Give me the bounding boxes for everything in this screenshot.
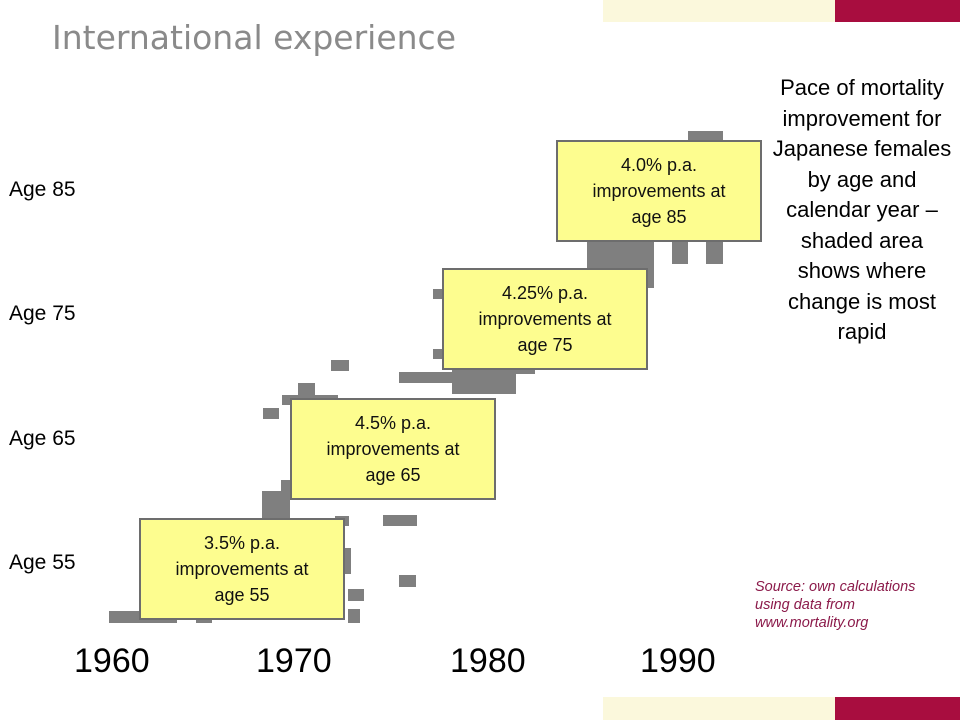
age-label-85: Age 85 xyxy=(9,178,76,201)
age-label-65: Age 65 xyxy=(9,427,76,450)
callout-rate: 4.0% p.a. xyxy=(620,155,698,175)
callout-text: improvements at xyxy=(478,309,612,329)
source-note: Source: own calculations using data from… xyxy=(755,579,916,631)
age-label-75: Age 75 xyxy=(9,302,76,325)
callout-age: age 85 xyxy=(631,207,687,227)
callout-age-75: 4.25% p.a. improvements at age 75 xyxy=(442,268,648,370)
callout-rate: 4.25% p.a. xyxy=(501,283,589,303)
callout-age-55: 3.5% p.a. improvements at age 55 xyxy=(139,518,345,620)
callout-age: age 65 xyxy=(365,465,421,485)
callout-age-85: 4.0% p.a. improvements at age 85 xyxy=(556,140,762,242)
bottom-crimson-bar xyxy=(835,697,960,720)
page-title: International experience xyxy=(52,18,457,57)
top-crimson-bar xyxy=(835,0,960,22)
callout-rate: 3.5% p.a. xyxy=(203,533,281,553)
age-label-55: Age 55 xyxy=(9,551,76,574)
year-label-1980: 1980 xyxy=(450,642,526,680)
year-label-1990: 1990 xyxy=(640,642,716,680)
year-label-1960: 1960 xyxy=(74,642,150,680)
callout-text: improvements at xyxy=(592,181,726,201)
callout-age: age 55 xyxy=(214,585,270,605)
callout-age: age 75 xyxy=(517,335,573,355)
bottom-cream-bar xyxy=(603,697,835,720)
callout-age-65: 4.5% p.a. improvements at age 65 xyxy=(290,398,496,500)
top-cream-bar xyxy=(603,0,835,22)
callout-text: improvements at xyxy=(175,559,309,579)
description-text: Pace of mortality improvement for Japane… xyxy=(772,75,952,344)
callout-rate: 4.5% p.a. xyxy=(354,413,432,433)
year-label-1970: 1970 xyxy=(256,642,332,680)
callout-text: improvements at xyxy=(326,439,460,459)
